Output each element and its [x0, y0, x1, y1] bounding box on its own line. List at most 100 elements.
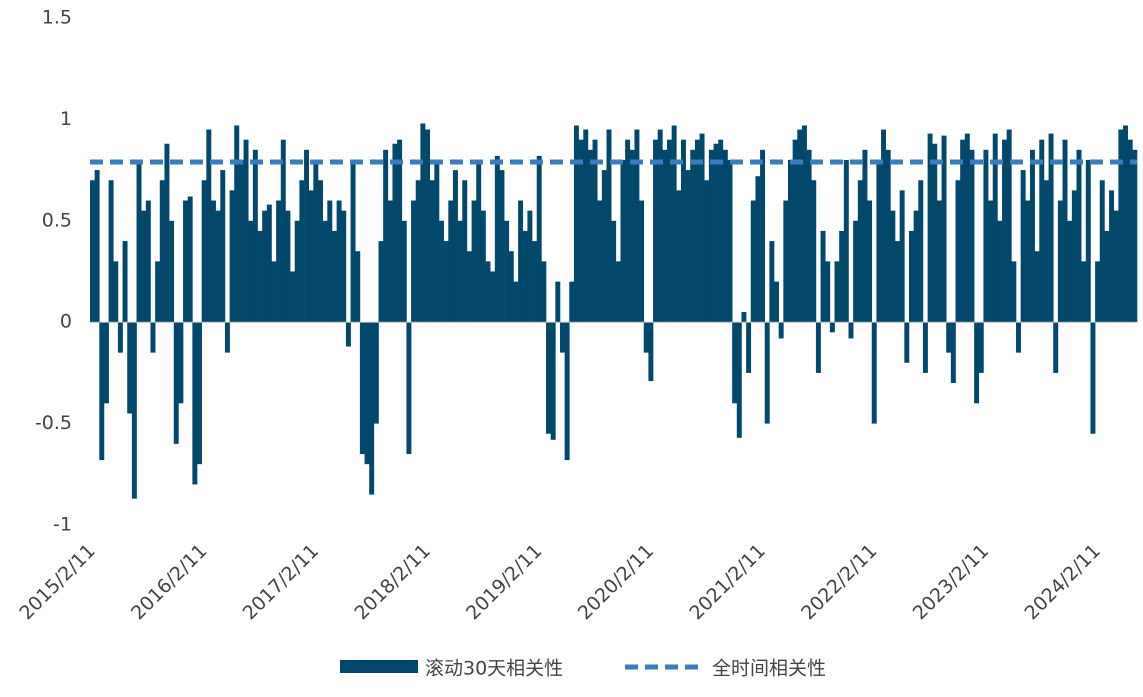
bar	[1109, 190, 1115, 323]
bar	[248, 220, 254, 323]
bar	[876, 159, 882, 323]
legend-label: 全时间相关性	[712, 658, 826, 680]
bar	[280, 139, 286, 323]
bar	[899, 190, 905, 323]
bar	[839, 230, 845, 323]
y-tick-label: 1.5	[42, 7, 72, 29]
bar	[490, 271, 496, 323]
bar	[1034, 251, 1040, 323]
bar	[857, 180, 863, 323]
bar	[443, 241, 449, 323]
bar	[1071, 190, 1077, 323]
bar	[639, 200, 645, 323]
bar	[629, 149, 635, 323]
bar	[936, 200, 942, 323]
bar	[173, 322, 179, 444]
bar	[192, 322, 198, 485]
x-tick-label: 2020/2/11	[574, 540, 658, 624]
bar	[131, 322, 137, 499]
bar	[788, 159, 793, 323]
bar	[559, 322, 565, 353]
bar	[834, 261, 840, 323]
bar	[913, 210, 919, 323]
bar	[541, 261, 547, 323]
bar	[713, 143, 719, 323]
bar	[997, 220, 1003, 323]
bar	[597, 200, 603, 323]
bar	[206, 129, 212, 323]
bar	[895, 241, 900, 323]
bar	[746, 322, 752, 373]
bar	[653, 139, 659, 323]
bar	[99, 322, 105, 461]
bar	[843, 159, 849, 323]
bar	[313, 159, 319, 323]
bar	[1062, 139, 1068, 323]
bar	[532, 241, 538, 323]
bar	[518, 200, 524, 323]
bar	[1085, 159, 1091, 323]
x-tick-label: 2022/2/11	[797, 540, 881, 624]
bar	[583, 129, 589, 323]
bar	[853, 220, 859, 323]
bar	[806, 149, 812, 323]
bar	[169, 220, 175, 323]
bar	[527, 210, 533, 323]
bar	[252, 149, 258, 323]
bar	[546, 322, 551, 434]
bar	[159, 180, 165, 323]
bar	[862, 149, 868, 323]
bar	[178, 322, 184, 404]
bar	[932, 143, 938, 323]
bar	[1127, 139, 1133, 323]
bar	[308, 190, 314, 323]
bar	[336, 200, 342, 323]
bar	[383, 149, 389, 323]
bar	[1053, 322, 1059, 373]
bar	[341, 210, 347, 323]
bar	[611, 220, 617, 323]
bar	[587, 149, 593, 323]
bar	[285, 210, 291, 323]
bar	[262, 210, 268, 323]
x-tick-label: 2017/2/11	[239, 540, 323, 624]
bar	[238, 159, 244, 323]
bar	[322, 220, 328, 323]
bar	[983, 149, 989, 323]
bar	[564, 322, 570, 461]
bar	[643, 322, 649, 353]
bar	[550, 322, 556, 440]
bar	[536, 155, 542, 323]
bar	[122, 241, 128, 323]
y-tick-label: 0.5	[42, 209, 72, 231]
bar	[136, 164, 142, 323]
bar	[1104, 230, 1110, 323]
bar	[448, 200, 454, 323]
bar	[671, 125, 677, 323]
bar	[508, 251, 514, 323]
bar	[155, 261, 161, 323]
x-tick-label: 2024/2/11	[1020, 540, 1104, 624]
x-tick-label: 2019/2/11	[462, 540, 546, 624]
bar	[1016, 322, 1021, 353]
bar	[229, 190, 235, 323]
bar	[1123, 125, 1128, 323]
bar	[150, 322, 156, 353]
bar	[778, 322, 784, 339]
bar	[1025, 200, 1031, 323]
bar	[350, 159, 356, 323]
bar	[210, 200, 216, 323]
bar	[220, 170, 226, 323]
bar	[485, 261, 491, 323]
bar	[108, 180, 114, 323]
bar	[355, 251, 361, 323]
bar	[974, 322, 980, 404]
bar	[908, 230, 914, 323]
bar	[601, 170, 607, 323]
bar	[955, 180, 961, 323]
bar	[881, 129, 887, 323]
bar	[327, 200, 333, 323]
bar	[187, 196, 193, 323]
bar	[466, 251, 472, 323]
